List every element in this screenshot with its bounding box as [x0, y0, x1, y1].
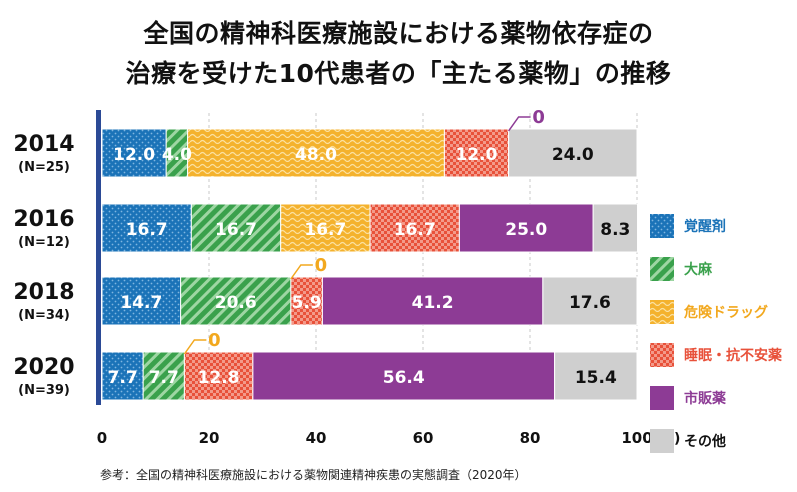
- data-label: 41.2: [412, 293, 454, 313]
- bar-segment: [101, 351, 144, 401]
- bar-segment: [142, 351, 185, 401]
- legend-swatch: [650, 214, 674, 238]
- x-tick-label: 40: [306, 429, 327, 447]
- zero-callout-line: [290, 264, 313, 280]
- bar-segment: [508, 128, 638, 178]
- legend-label: 睡眠・抗不安薬: [684, 347, 782, 364]
- x-tick-label: 100: [621, 429, 652, 447]
- legend-label: 覚醒剤: [684, 218, 726, 235]
- bar-segment: [542, 276, 638, 326]
- legend-label: 大麻: [684, 261, 713, 278]
- legend-swatch: [650, 257, 674, 281]
- legend-swatch: [650, 300, 674, 324]
- bar-segment: [458, 203, 594, 253]
- category-label: 2020: [13, 355, 74, 380]
- zero-callout-label: 0: [208, 330, 221, 351]
- legend-swatch: [650, 343, 674, 367]
- value-labels: 12.0 4.0 48.0 12.0 0 24.0 16.7 16.7 16.7 16.7 25.0…: [108, 107, 631, 388]
- data-label: 48.0: [295, 145, 337, 165]
- data-label: 16.7: [394, 220, 436, 240]
- category-sublabel: (N=39): [18, 383, 70, 398]
- data-label: 7.7: [149, 368, 179, 388]
- bar-segment: [443, 128, 510, 178]
- category-sublabel: (N=25): [18, 160, 70, 175]
- data-label: 17.6: [569, 293, 611, 313]
- source-note: 参考：全国の精神科医療施設における薬物関連精神疾患の実態調査（2020年）: [100, 468, 527, 482]
- data-label: 12.0: [456, 145, 498, 165]
- bar-segment: [280, 203, 371, 253]
- bar-segment: [183, 351, 254, 401]
- bar-segment: [101, 128, 167, 178]
- y-axis-line: [96, 110, 101, 405]
- category-label: 2016: [13, 207, 74, 232]
- bar-segment: [592, 203, 639, 253]
- bar-segment: [290, 276, 323, 326]
- category-sublabel: (N=34): [18, 308, 70, 323]
- bar-segment: [252, 351, 556, 401]
- legend-label: 市販薬: [684, 390, 726, 407]
- data-label: 4.0: [162, 145, 192, 165]
- bar-segment: [101, 276, 182, 326]
- chart-title-line1: 全国の精神科医療施設における薬物依存症の: [143, 19, 654, 48]
- data-label: 8.3: [600, 220, 630, 240]
- legend-swatch: [650, 429, 674, 453]
- data-label: 12.8: [198, 368, 240, 388]
- bar-segment: [321, 276, 544, 326]
- bars: [101, 128, 639, 401]
- chart-title-line2: 治療を受けた10代患者の「主たる薬物」の推移: [125, 59, 672, 88]
- zero-callout-label: 0: [532, 107, 545, 128]
- data-label: 12.0: [113, 145, 155, 165]
- data-label: 14.7: [120, 293, 162, 313]
- data-label: 16.7: [215, 220, 257, 240]
- data-label: 7.7: [108, 368, 138, 388]
- category-sublabel: (N=12): [18, 235, 70, 250]
- legend-label: その他: [684, 433, 726, 450]
- data-label: 5.9: [292, 293, 322, 313]
- data-label: 15.4: [575, 368, 617, 388]
- legend-label: 危険ドラッグ: [683, 304, 768, 321]
- bar-segment: [190, 203, 282, 253]
- data-label: 24.0: [552, 145, 594, 165]
- bar-segment: [369, 203, 460, 253]
- category-label: 2018: [13, 280, 74, 305]
- data-label: 16.7: [126, 220, 168, 240]
- x-tick-label: 60: [413, 429, 434, 447]
- bar-segment: [101, 203, 192, 253]
- data-label: 20.6: [215, 293, 257, 313]
- data-label: 56.4: [383, 368, 425, 388]
- zero-callout-line: [183, 339, 207, 355]
- x-tick-label: 80: [520, 429, 541, 447]
- legend-swatch: [650, 386, 674, 410]
- zero-callout-line: [507, 116, 531, 132]
- data-label: 25.0: [505, 220, 547, 240]
- bar-segment: [554, 351, 638, 401]
- x-tick-label: 20: [199, 429, 220, 447]
- bar-segment: [187, 128, 445, 178]
- zero-callout-label: 0: [315, 255, 328, 276]
- data-label: 16.7: [304, 220, 346, 240]
- category-label: 2014: [13, 132, 74, 157]
- x-tick-label: 0: [97, 429, 107, 447]
